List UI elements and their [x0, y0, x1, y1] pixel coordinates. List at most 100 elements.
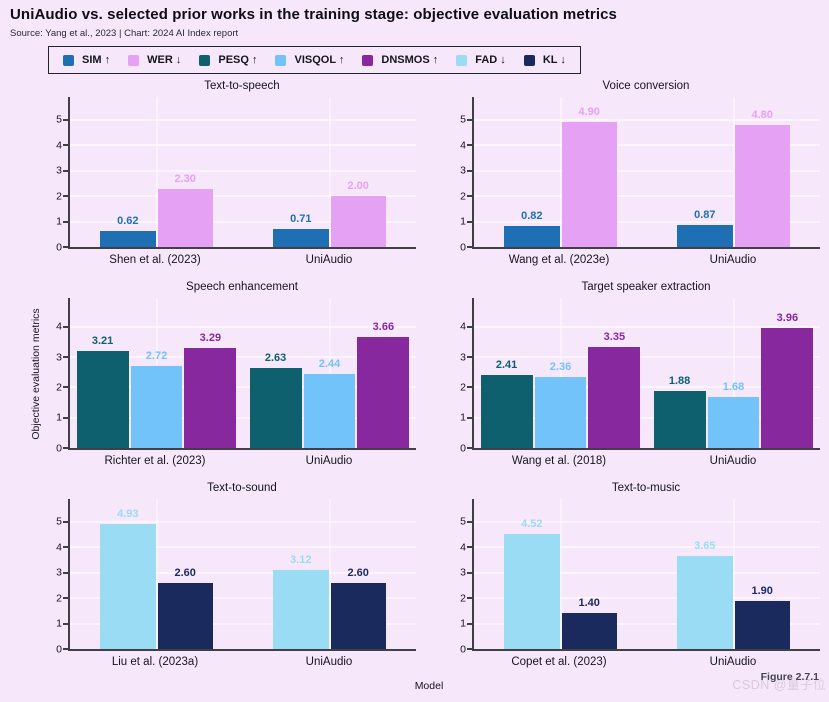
category-label: Wang et al. (2023e): [508, 254, 610, 266]
y-tick-label: 4: [460, 139, 466, 152]
h-gridline: [474, 118, 820, 121]
h-gridline: [70, 546, 416, 549]
h-gridline: [70, 118, 416, 121]
category-label: UniAudio: [305, 254, 353, 266]
bar-value-label: 3.66: [372, 321, 395, 334]
y-tick-mark: [63, 195, 68, 198]
bar-value-label: 1.90: [751, 584, 773, 597]
y-tick-label: 2: [460, 591, 466, 604]
subplot-title: Text-to-sound: [207, 482, 277, 494]
h-gridline: [70, 571, 416, 574]
bar-value-label: 0.71: [290, 212, 312, 225]
y-tick-label: 3: [56, 566, 62, 579]
bar-dnsmos: 3.96: [761, 312, 814, 448]
bar-value-label: 1.68: [722, 381, 745, 394]
category-label: UniAudio: [305, 656, 353, 668]
plot-area: 0 1 2 3 4 5 0.62 2.30 0.71 2.00: [56, 97, 416, 252]
bar-groups: 0.82 4.90 0.87 4.80: [474, 97, 820, 247]
bar-value-label: 1.40: [578, 597, 600, 610]
y-tick-label: 2: [56, 591, 62, 604]
y-tick-mark: [467, 220, 472, 223]
category-label: UniAudio: [709, 455, 757, 467]
y-tick-mark: [63, 546, 68, 549]
page-title: UniAudio vs. selected prior works in the…: [10, 6, 617, 23]
bar-value-label: 2.60: [174, 566, 196, 579]
bar-value-label: 3.29: [199, 332, 222, 345]
bar-fad: 3.65: [677, 540, 733, 649]
category-label: Wang et al. (2018): [511, 455, 607, 467]
y-tick-label: 3: [460, 164, 466, 177]
y-tick-label: 0: [460, 441, 466, 454]
y-tick-label: 4: [460, 320, 466, 333]
bar-wer: 2.00: [330, 180, 386, 247]
h-gridline: [70, 195, 416, 198]
bar-kl: 2.60: [330, 567, 386, 649]
bar-group-1: 4.52 1.40: [474, 499, 647, 649]
bar-group-1: 3.21 2.72 3.29: [70, 298, 243, 448]
bar-value-label: 0.82: [521, 210, 543, 223]
y-tick-mark: [467, 571, 472, 574]
h-gridline: [70, 416, 416, 419]
y-tick-label: 2: [56, 189, 62, 202]
bar-value-label: 2.60: [347, 566, 369, 579]
figure-label: Figure 2.7.1: [760, 671, 819, 683]
bar-value-label: 3.35: [603, 330, 626, 343]
h-gridline: [474, 416, 820, 419]
y-tick-mark: [63, 386, 68, 389]
bar-pesq: 3.21: [76, 335, 129, 448]
y-tick-mark: [63, 169, 68, 172]
y-tick-label: 4: [56, 320, 62, 333]
v-gridline: [732, 499, 735, 649]
plot-area: 0 1 2 3 4 5 4.93 2.60 3.12 2.60: [56, 499, 416, 654]
y-tick-mark: [63, 622, 68, 625]
bar-value-label: 3.12: [290, 553, 312, 566]
y-tick-mark: [467, 546, 472, 549]
bar-groups: 3.21 2.72 3.29 2.63 2.44 3.66: [70, 298, 416, 448]
v-gridline: [732, 298, 735, 448]
category-label: UniAudio: [709, 254, 757, 266]
y-tick-mark: [467, 144, 472, 147]
v-gridline: [559, 499, 562, 649]
y-tick-mark: [467, 520, 472, 523]
y-tick-mark: [467, 447, 472, 449]
h-gridline: [70, 169, 416, 172]
category-labels: Copet et al. (2023) UniAudio: [472, 651, 820, 668]
y-tick-mark: [467, 169, 472, 172]
y-tick-label: 4: [56, 139, 62, 152]
category-labels: Richter et al. (2023) UniAudio: [68, 450, 416, 467]
h-gridline: [474, 169, 820, 172]
bar-dnsmos: 3.29: [184, 332, 237, 448]
h-gridline: [70, 597, 416, 600]
h-gridline: [474, 520, 820, 523]
v-gridline: [328, 499, 331, 649]
y-tick-label: 3: [460, 350, 466, 363]
subplot-speech-enhancement: Speech enhancement 0 1 2 3 4 3.21 2.72 3.29 2.63 2…: [38, 281, 416, 470]
y-tick-label: 5: [56, 113, 62, 126]
y-tick-mark: [467, 118, 472, 121]
plot-area: 0 1 2 3 4 3.21 2.72 3.29 2.63 2.44 3.66: [56, 298, 416, 453]
h-gridline: [474, 195, 820, 198]
bar-value-label: 0.62: [117, 215, 139, 228]
category-labels: Wang et al. (2023e) UniAudio: [472, 249, 820, 266]
bar-visqol: 2.44: [303, 358, 356, 448]
bar-value-label: 3.65: [694, 540, 716, 553]
bar-groups: 4.93 2.60 3.12 2.60: [70, 499, 416, 649]
bar-sim: 0.71: [273, 213, 329, 247]
h-gridline: [474, 571, 820, 574]
bar-fad: 4.52: [504, 518, 560, 649]
y-tick-label: 0: [56, 240, 62, 253]
legend-item-label: DNSMOS ↑: [381, 54, 439, 66]
subplot-title: Text-to-speech: [204, 80, 280, 92]
legend-item-label: PESQ ↑: [218, 54, 258, 66]
y-tick-label: 0: [460, 642, 466, 655]
y-tick-label: 1: [460, 411, 466, 424]
bar-visqol: 1.68: [707, 381, 760, 448]
kl-swatch-icon: [523, 54, 535, 66]
bar-wer: 4.80: [734, 109, 790, 247]
bar-group-1: 0.82 4.90: [474, 97, 647, 247]
y-tick-mark: [467, 597, 472, 600]
y-tick-mark: [63, 246, 68, 248]
bar-group-2: 0.87 4.80: [647, 97, 820, 247]
y-tick-label: 2: [460, 189, 466, 202]
h-gridline: [474, 220, 820, 223]
